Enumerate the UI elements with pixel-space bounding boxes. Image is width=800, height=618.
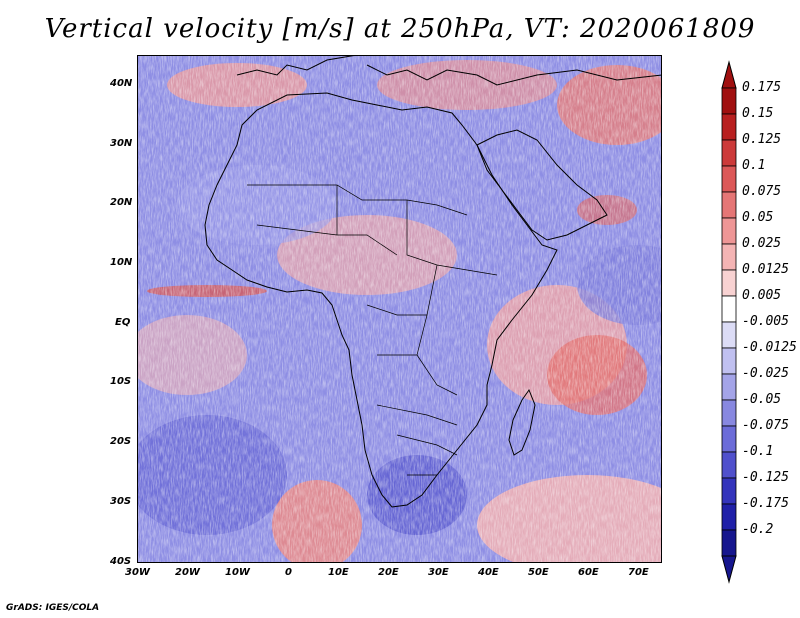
lon-label: 30W [125,567,150,578]
colorbar-swatch [721,139,737,167]
colorbar-swatch [721,269,737,297]
lon-label: 40E [478,567,499,578]
colorbar-swatch [721,191,737,219]
lat-label: 30S [110,496,132,507]
colorbar-swatch [721,425,737,453]
colorbar-tick-label: 0.075 [742,184,782,199]
lon-label: 70E [628,567,649,578]
colorbar-arrow-bottom [721,555,737,584]
colorbar-swatch [721,113,737,141]
lat-label: 20N [110,197,133,208]
lat-label: 10N [110,257,133,268]
colorbar-tick-label: 0.05 [742,210,774,225]
colorbar-tick-label: 0.025 [742,236,782,251]
colorbar-tick-label: 0.15 [742,106,774,121]
colorbar-tick-label: -0.025 [742,366,789,381]
colorbar-swatch [721,503,737,531]
colorbar-arrow-top [721,60,737,89]
lat-label: 30N [110,138,133,149]
colorbar-tick-label: 0.0125 [742,262,789,277]
colorbar-swatch [721,165,737,193]
coastline-africa [204,92,558,508]
lat-label: 20S [110,436,132,447]
coastline-madagascar [508,388,536,456]
colorbar-tick-label: 0.125 [742,132,782,147]
plot-title: Vertical velocity [m/s] at 250hPa, VT: 2… [44,14,756,44]
colorbar-swatch [721,347,737,375]
map-frame [137,55,662,563]
colorbar-tick-label: -0.075 [742,418,789,433]
colorbar-tick-label: -0.0125 [742,340,797,355]
colorbar [721,60,737,584]
lon-label: 30E [428,567,449,578]
colorbar-swatch [721,529,737,557]
lon-label: 0 [285,567,292,578]
colorbar-tick-label: 0.1 [742,158,766,173]
colorbar-swatch [721,217,737,245]
lon-label: 20E [378,567,399,578]
lon-label: 20W [175,567,200,578]
colorbar-tick-label: 0.005 [742,288,782,303]
lon-label: 50E [528,567,549,578]
lat-label: 40N [110,78,133,89]
field-texture [137,55,662,563]
lat-label: EQ [115,317,131,328]
colorbar-swatch [721,373,737,401]
colorbar-tick-label: -0.175 [742,496,789,511]
lat-label: 40S [110,556,132,567]
colorbar-swatch [721,321,737,349]
colorbar-swatch [721,451,737,479]
coastline-europe [236,55,662,86]
colorbar-tick-label: -0.125 [742,470,789,485]
colorbar-tick-label: -0.005 [742,314,789,329]
credit-text: GrADS: IGES/COLA [6,603,100,613]
lon-label: 60E [578,567,599,578]
lon-label: 10E [328,567,349,578]
colorbar-tick-label: -0.05 [742,392,782,407]
lat-label: 10S [110,376,132,387]
colorbar-swatch [721,399,737,427]
colorbar-tick-label: -0.1 [742,444,774,459]
colorbar-tick-label: 0.175 [742,80,782,95]
colorbar-swatch [721,243,737,271]
coastline-arabia [476,129,608,241]
colorbar-tick-label: -0.2 [742,522,774,537]
colorbar-swatch [721,295,737,323]
colorbar-swatch [721,477,737,505]
lon-label: 10W [225,567,250,578]
country-borders [247,184,498,476]
colorbar-swatch [721,87,737,115]
map-plot [137,55,662,563]
